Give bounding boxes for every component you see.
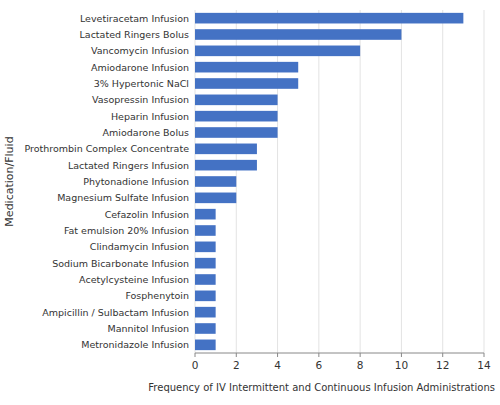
bar — [195, 160, 257, 171]
y-tick-label: Levetiracetam Infusion — [80, 13, 189, 24]
y-tick-label: Prothrombin Complex Concentrate — [24, 143, 189, 154]
bar — [195, 127, 278, 138]
bar — [195, 323, 216, 334]
grid-line — [277, 10, 278, 353]
grid — [195, 10, 484, 353]
bar — [195, 62, 298, 73]
y-tick-label: Sodium Bicarbonate Infusion — [52, 258, 189, 269]
bar — [195, 209, 216, 220]
chart: Medication/Fluid Levetiracetam Infusion La… — [0, 0, 500, 405]
x-tick-label: 10 — [395, 359, 408, 371]
x-tick-label: 4 — [274, 359, 281, 371]
y-tick-label: Mannitol Infusion — [107, 323, 189, 334]
x-tick — [318, 353, 319, 357]
bar — [195, 144, 257, 155]
y-tick-label: Lactated Ringers Bolus — [80, 29, 190, 40]
bar — [195, 291, 216, 302]
y-tick-label: Cefazolin Infusion — [105, 209, 189, 220]
y-tick-labels: Levetiracetam Infusion Lactated Ringers B… — [24, 13, 189, 351]
grid-line — [442, 10, 443, 353]
x-tick — [236, 353, 237, 357]
x-axis-title: Frequency of IV Intermittent and Continu… — [148, 382, 495, 393]
bar — [195, 46, 360, 57]
bar — [195, 95, 278, 106]
y-tick-label: Heparin Infusion — [111, 111, 189, 122]
x-axis-line — [195, 353, 484, 354]
y-axis-title: Medication/Fluid — [3, 136, 16, 226]
y-tick-label: Ampicillin / Sulbactam Infusion — [42, 307, 189, 318]
y-tick-label: Amiodarone Infusion — [91, 62, 189, 73]
grid-line — [318, 10, 319, 353]
bar — [195, 242, 216, 253]
x-tick — [442, 353, 443, 357]
bar — [195, 258, 216, 269]
x-tick-label: 8 — [357, 359, 364, 371]
bar — [195, 78, 298, 89]
bar — [195, 111, 278, 122]
x-ticks: 0 2 4 6 8 10 12 14 — [192, 353, 491, 371]
y-tick-label: Vasopressin Infusion — [92, 94, 189, 105]
bars — [195, 13, 463, 350]
y-tick-label: Lactated Ringers Infusion — [68, 160, 189, 171]
x-tick-label: 14 — [477, 359, 491, 371]
y-tick-label: Fat emulsion 20% Infusion — [64, 225, 189, 236]
x-tick — [401, 353, 402, 357]
x-tick — [484, 353, 485, 357]
bar — [195, 307, 216, 318]
bar — [195, 274, 216, 285]
x-tick — [195, 353, 196, 357]
y-tick-label: Metronidazole Infusion — [81, 339, 189, 350]
y-tick-label: Clindamycin Infusion — [90, 241, 189, 252]
x-tick-label: 0 — [192, 359, 199, 371]
x-tick — [277, 353, 278, 357]
y-tick-label: Fosphenytoin — [125, 290, 189, 301]
bar — [195, 225, 216, 236]
bar — [195, 176, 236, 187]
y-tick-label: Magnesium Sulfate Infusion — [57, 192, 189, 203]
y-tick-label: Acetylcysteine Infusion — [79, 274, 189, 285]
bar — [195, 13, 463, 24]
x-tick-label: 12 — [436, 359, 449, 371]
bar — [195, 29, 401, 40]
y-tick-label: Amiodarone Bolus — [103, 127, 189, 138]
x-tick — [360, 353, 361, 357]
grid-line — [401, 10, 402, 353]
grid-line — [360, 10, 361, 353]
y-tick-label: Phytonadione Infusion — [83, 176, 189, 187]
y-tick-label: Vancomycin Infusion — [91, 45, 189, 56]
grid-line — [484, 10, 485, 353]
bar — [195, 193, 236, 204]
x-tick-label: 2 — [233, 359, 240, 371]
bar — [195, 340, 216, 351]
y-tick-label: 3% Hypertonic NaCl — [94, 78, 189, 89]
x-tick-label: 6 — [316, 359, 323, 371]
